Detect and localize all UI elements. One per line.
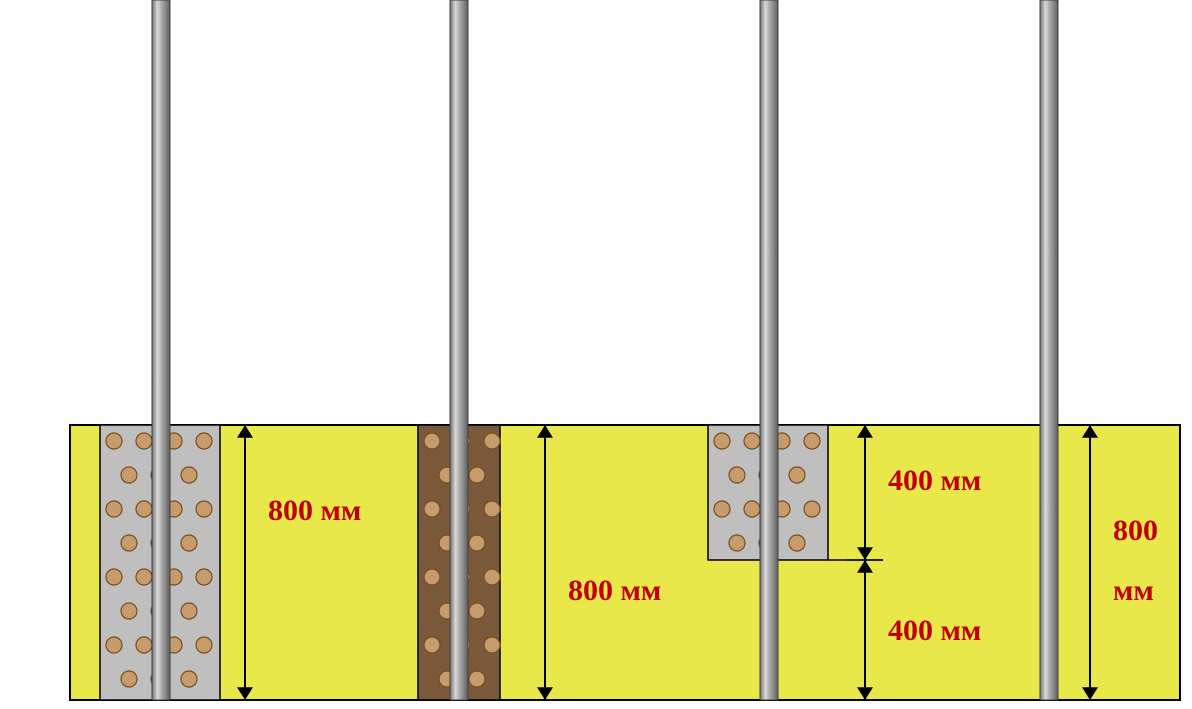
soil-layer [70,425,1180,700]
dim-label-800-line2: мм [1113,574,1154,607]
dim-label-400-bottom: 400 мм [888,614,981,647]
dim-label-400-top: 400 мм [888,464,981,497]
dim-label-800-line1: 800 [1113,514,1158,547]
dim-label-800-2: 800 мм [568,574,661,607]
dim-label-800-1: 800 мм [268,494,361,527]
diagram-svg: 800 мм 800 мм 400 мм 400 мм 800 мм [0,0,1192,709]
